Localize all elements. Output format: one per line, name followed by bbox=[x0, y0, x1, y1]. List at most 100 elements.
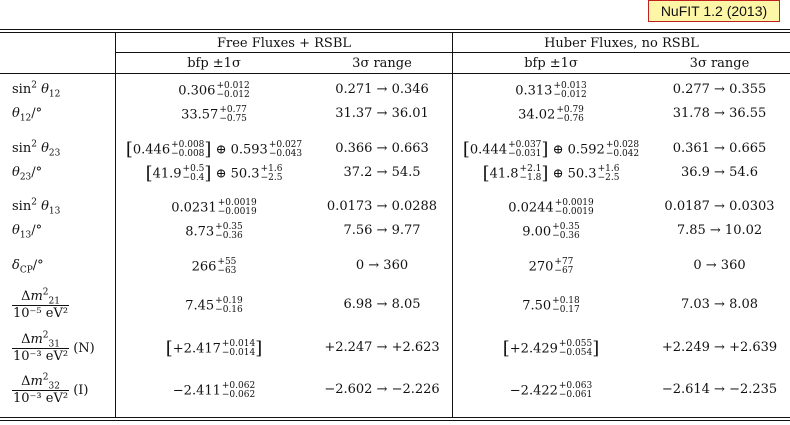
row-label: θ12/° bbox=[12, 106, 43, 124]
bfp-huber-fluxes: [+2.429 +0.055 −0.054] bbox=[502, 338, 600, 359]
subheader-bfp-2: bfp ±1σ bbox=[524, 56, 578, 71]
value: +2.417 bbox=[172, 341, 221, 357]
column-divider-groups bbox=[452, 32, 453, 418]
bottom-rule-1 bbox=[0, 417, 790, 418]
uncertainty: +0.062 −0.062 bbox=[221, 381, 256, 400]
value: 0.0231 bbox=[171, 200, 217, 216]
row-label: δCP/° bbox=[12, 258, 44, 276]
bfp-huber-fluxes: 7.50 +0.18 −0.17 bbox=[453, 297, 649, 315]
bfp-huber-fluxes: 34.02 +0.79 −0.76 bbox=[453, 106, 649, 124]
value: 0.0244 bbox=[508, 200, 554, 216]
bfp-huber-fluxes: −2.422 +0.063 −0.061 bbox=[453, 382, 649, 400]
bfp-free-fluxes: 7.45 +0.19 −0.16 bbox=[116, 297, 312, 315]
uncertainty: +2.1 −1.8 bbox=[519, 164, 542, 183]
uncertainty: +0.79 −0.76 bbox=[556, 105, 584, 124]
subheader-range-1: 3σ range bbox=[352, 56, 412, 71]
range-huber-fluxes: 0.0187 → 0.0303 bbox=[664, 199, 775, 214]
value: 34.02 bbox=[518, 107, 556, 123]
range-free-fluxes: −2.602 → −2.226 bbox=[324, 382, 440, 397]
value: 41.8 bbox=[489, 166, 519, 182]
bfp-huber-fluxes: [41.8 +2.1 −1.8] ⊕ 50.3 +1.6 −2.5 bbox=[482, 163, 620, 184]
uncertainty: +1.6 −2.5 bbox=[260, 164, 283, 183]
value: 7.45 bbox=[185, 298, 215, 314]
uncertainty: +0.063 −0.061 bbox=[558, 381, 593, 400]
group-header-free-fluxes: Free Fluxes + RSBL bbox=[216, 36, 352, 51]
uncertainty: +0.5 −0.4 bbox=[182, 164, 205, 183]
value: 9.00 bbox=[522, 224, 552, 240]
value: 270 bbox=[528, 259, 554, 275]
bfp-huber-fluxes: 0.0244 +0.0019 −0.0019 bbox=[453, 199, 649, 217]
range-huber-fluxes: 31.78 → 36.55 bbox=[672, 106, 767, 121]
range-free-fluxes: 0.0173 → 0.0288 bbox=[326, 199, 438, 214]
value: 41.9 bbox=[152, 166, 182, 182]
bfp-free-fluxes: [+2.417 +0.014 −0.014] bbox=[165, 338, 263, 359]
range-free-fluxes: 0 → 360 bbox=[355, 258, 409, 273]
uncertainty: +0.0019 −0.0019 bbox=[217, 198, 257, 217]
value: 0.446 bbox=[132, 142, 171, 158]
range-huber-fluxes: 0.277 → 0.355 bbox=[672, 82, 767, 97]
value: 33.57 bbox=[181, 107, 219, 123]
value: 50.3 bbox=[230, 166, 260, 182]
group-header-huber-fluxes: Huber Fluxes, no RSBL bbox=[544, 36, 699, 51]
uncertainty: +0.028 −0.042 bbox=[605, 140, 640, 159]
value: 266 bbox=[191, 259, 217, 275]
range-free-fluxes: 37.2 → 54.5 bbox=[343, 165, 421, 180]
column-divider-label bbox=[115, 32, 116, 418]
bottom-rule-2 bbox=[0, 420, 790, 421]
uncertainty: +1.6 −2.5 bbox=[597, 164, 620, 183]
range-huber-fluxes: −2.614 → −2.235 bbox=[661, 382, 778, 397]
uncertainty: +55 −63 bbox=[217, 257, 237, 276]
row-label: sin2 θ13 bbox=[12, 197, 61, 217]
uncertainty: +0.055 −0.054 bbox=[558, 339, 593, 358]
row-label: sin2 θ23 bbox=[12, 139, 61, 159]
uncertainty: +0.012 −0.012 bbox=[216, 81, 250, 100]
value: 0.444 bbox=[469, 142, 508, 158]
uncertainty: +0.013 −0.012 bbox=[553, 81, 587, 100]
bfp-free-fluxes: [41.9 +0.5 −0.4] ⊕ 50.3 +1.6 −2.5 bbox=[145, 163, 283, 184]
value: 0.593 bbox=[230, 142, 268, 158]
range-free-fluxes: 31.37 → 36.01 bbox=[335, 106, 429, 121]
bfp-free-fluxes: −2.411 +0.062 −0.062 bbox=[116, 382, 312, 400]
bfp-free-fluxes: 8.73 +0.35 −0.36 bbox=[116, 223, 312, 241]
range-huber-fluxes: +2.249 → +2.639 bbox=[661, 340, 778, 355]
subheader-range-2: 3σ range bbox=[689, 56, 750, 71]
uncertainty: +0.037 −0.031 bbox=[508, 140, 542, 159]
row-label: Δm221 10⁻⁵ eV² bbox=[12, 287, 70, 321]
value: +2.429 bbox=[509, 341, 558, 357]
uncertainty: +0.77 −0.75 bbox=[219, 105, 247, 124]
range-free-fluxes: +2.247 → +2.623 bbox=[324, 340, 440, 355]
uncertainty: +0.19 −0.16 bbox=[215, 296, 243, 315]
bfp-free-fluxes: 0.0231 +0.0019 −0.0019 bbox=[116, 199, 312, 217]
range-huber-fluxes: 7.03 → 8.08 bbox=[680, 297, 759, 312]
subheader-bfp-1: bfp ±1σ bbox=[187, 56, 241, 71]
uncertainty: +0.0019 −0.0019 bbox=[554, 198, 594, 217]
range-huber-fluxes: 36.9 → 54.6 bbox=[680, 165, 759, 180]
uncertainty: +0.18 −0.17 bbox=[552, 296, 580, 315]
uncertainty: +0.027 −0.043 bbox=[268, 140, 303, 159]
value: 0.306 bbox=[178, 83, 216, 99]
bfp-free-fluxes: [0.446 +0.008 −0.008] ⊕ 0.593 +0.027 −0.043 bbox=[125, 139, 303, 160]
range-free-fluxes: 0.366 → 0.663 bbox=[335, 141, 429, 156]
bfp-huber-fluxes: 270 +77 −67 bbox=[453, 258, 649, 276]
row-label: Δm231 10⁻³ eV² (N) bbox=[12, 330, 95, 364]
bfp-huber-fluxes: 9.00 +0.35 −0.36 bbox=[453, 223, 649, 241]
uncertainty: +0.014 −0.014 bbox=[221, 339, 256, 358]
value: 0.313 bbox=[515, 83, 553, 99]
value: 7.50 bbox=[522, 298, 552, 314]
row-label: θ23/° bbox=[12, 165, 43, 183]
range-free-fluxes: 7.56 → 9.77 bbox=[343, 223, 421, 238]
top-rule-2 bbox=[0, 32, 790, 33]
bfp-free-fluxes: 0.306 +0.012 −0.012 bbox=[116, 82, 312, 100]
value: −2.411 bbox=[172, 383, 221, 399]
uncertainty: +0.008 −0.008 bbox=[171, 140, 205, 159]
range-free-fluxes: 6.98 → 8.05 bbox=[343, 297, 421, 312]
bfp-huber-fluxes: 0.313 +0.013 −0.012 bbox=[453, 82, 649, 100]
row-label: θ13/° bbox=[12, 223, 43, 241]
range-huber-fluxes: 0.361 → 0.665 bbox=[672, 141, 767, 156]
bfp-free-fluxes: 33.57 +0.77 −0.75 bbox=[116, 106, 312, 124]
nufit-version-badge: NuFIT 1.2 (2013) bbox=[648, 0, 780, 22]
range-free-fluxes: 0.271 → 0.346 bbox=[335, 82, 429, 97]
uncertainty: +0.35 −0.36 bbox=[215, 222, 243, 241]
value: 8.73 bbox=[185, 224, 215, 240]
range-huber-fluxes: 7.85 → 10.02 bbox=[676, 223, 763, 238]
